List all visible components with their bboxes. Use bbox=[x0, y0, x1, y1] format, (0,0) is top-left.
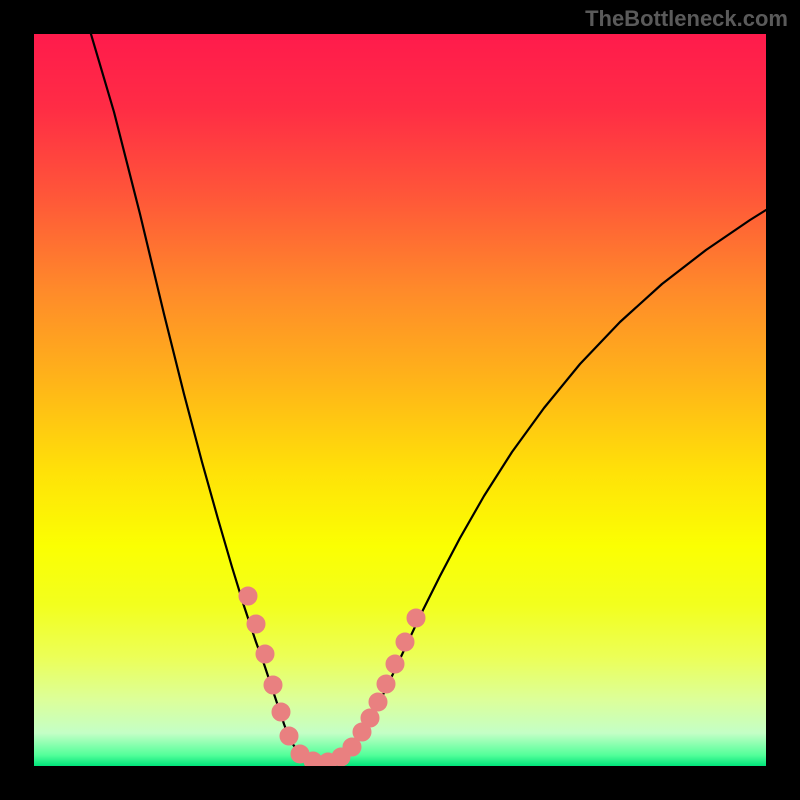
bottleneck-curve bbox=[88, 34, 766, 762]
data-point bbox=[256, 645, 274, 663]
plot-area bbox=[34, 34, 766, 766]
data-point bbox=[369, 693, 387, 711]
data-point bbox=[272, 703, 290, 721]
data-point bbox=[386, 655, 404, 673]
data-markers bbox=[239, 587, 425, 766]
watermark-text: TheBottleneck.com bbox=[585, 6, 788, 32]
data-point bbox=[361, 709, 379, 727]
data-point bbox=[280, 727, 298, 745]
data-point bbox=[264, 676, 282, 694]
data-point bbox=[239, 587, 257, 605]
curves-layer bbox=[34, 34, 766, 766]
chart-container: TheBottleneck.com bbox=[0, 0, 800, 800]
data-point bbox=[396, 633, 414, 651]
data-point bbox=[407, 609, 425, 627]
data-point bbox=[247, 615, 265, 633]
data-point bbox=[377, 675, 395, 693]
